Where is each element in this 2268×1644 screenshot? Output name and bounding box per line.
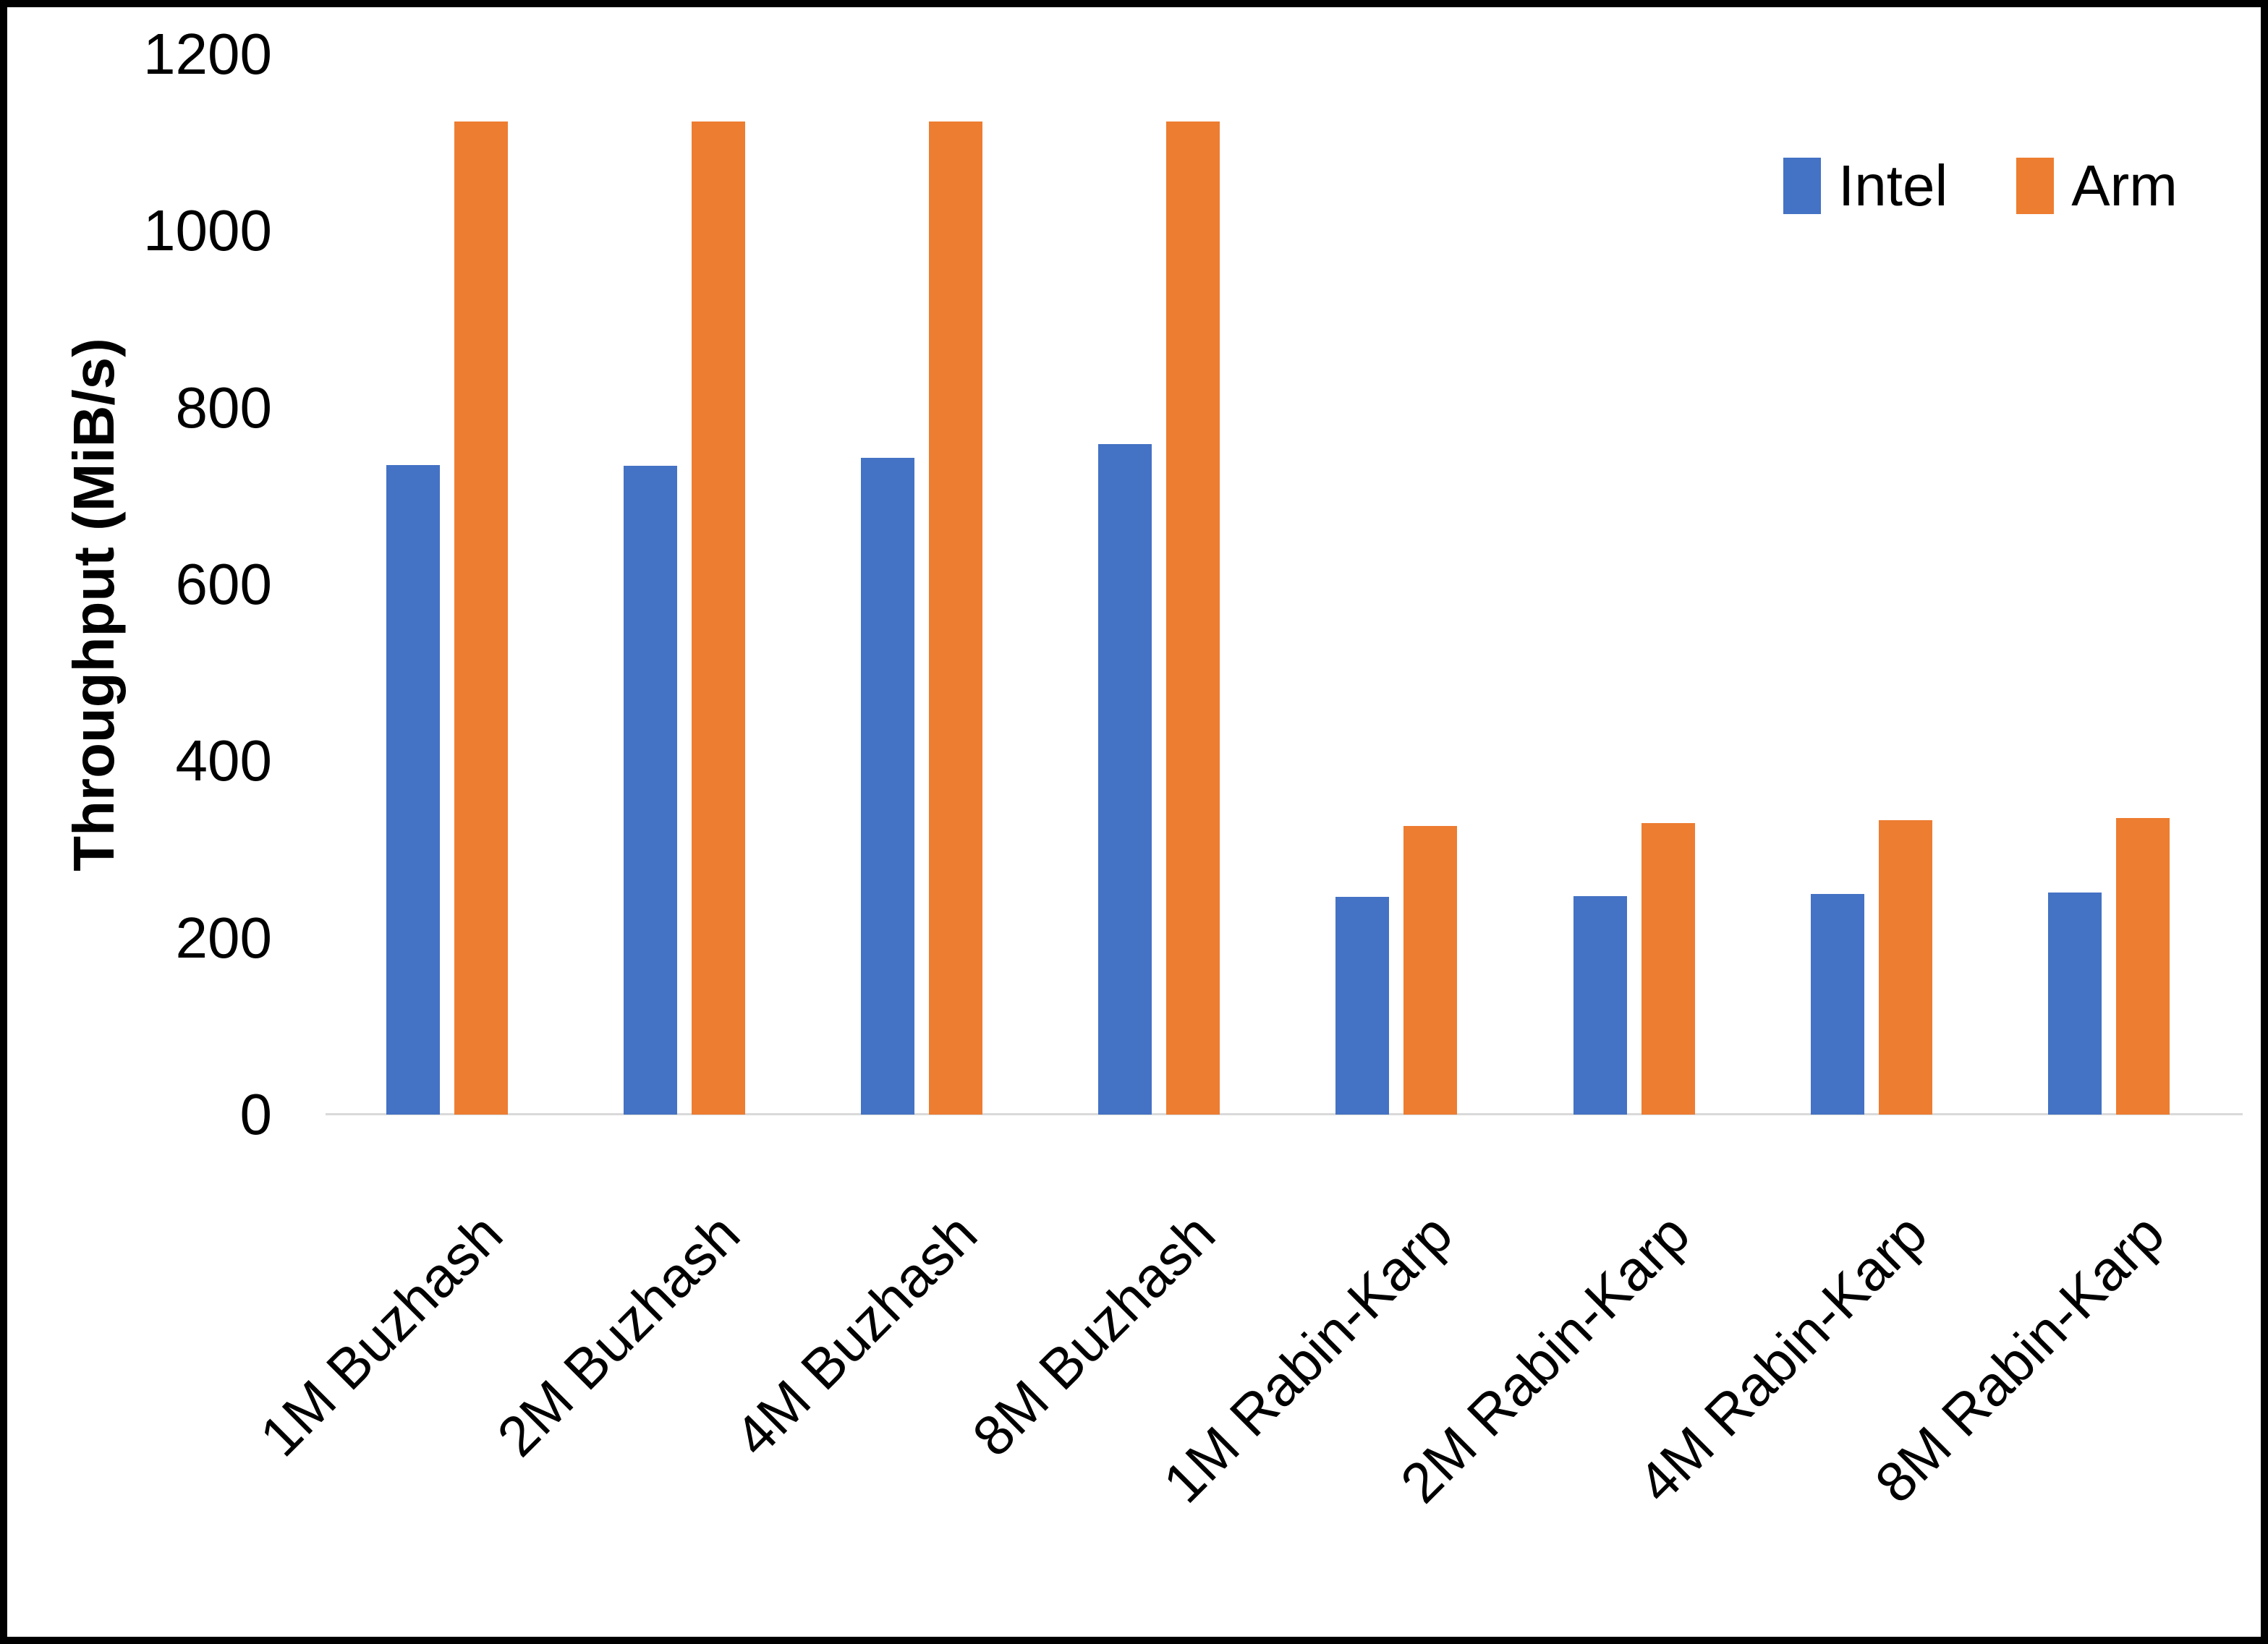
bar-arm-2m-buzhash	[691, 121, 745, 1115]
bar-arm-4m-rabin-karp	[1878, 820, 1932, 1115]
bar-arm-8m-rabin-karp	[2115, 817, 2170, 1115]
bar-intel-4m-buzhash	[860, 458, 914, 1115]
bar-intel-4m-rabin-karp	[1810, 893, 1864, 1115]
bar-arm-1m-buzhash	[454, 121, 508, 1115]
legend-swatch-intel	[1783, 158, 1821, 214]
legend-label-intel: Intel	[1838, 153, 1948, 218]
bar-intel-1m-buzhash	[386, 465, 440, 1115]
y-tick-label-1000: 1000	[143, 198, 272, 263]
chart-canvas: Throughput (MiB/s) 0 200 400 600 800 1000 1200…	[7, 7, 2261, 1637]
x-category-label-1m-buzhash: 1M Buzhash	[247, 1201, 515, 1469]
legend-item-intel: Intel	[1783, 156, 1948, 216]
plot-area	[7, 7, 2261, 1115]
y-tick-label-800: 800	[175, 375, 272, 440]
x-category-label-8m-buzhash: 8M Buzhash	[959, 1201, 1227, 1469]
legend-label-arm: Arm	[2071, 153, 2178, 218]
bar-intel-2m-buzhash	[623, 466, 677, 1115]
bar-arm-2m-rabin-karp	[1641, 822, 1695, 1115]
x-category-label-4m-buzhash: 4M Buzhash	[722, 1201, 990, 1469]
bar-intel-8m-buzhash	[1098, 443, 1152, 1115]
bar-intel-2m-rabin-karp	[1573, 896, 1627, 1115]
y-tick-label-1200: 1200	[143, 22, 272, 86]
y-tick-label-0: 0	[239, 1082, 273, 1146]
bar-arm-4m-buzhash	[928, 121, 982, 1115]
bar-arm-1m-rabin-karp	[1403, 825, 1458, 1115]
x-axis-line	[326, 1113, 2243, 1115]
legend-swatch-arm	[2016, 158, 2055, 214]
bar-intel-8m-rabin-karp	[2047, 893, 2102, 1115]
y-tick-label-600: 600	[175, 552, 272, 616]
bar-intel-1m-rabin-karp	[1335, 897, 1390, 1115]
y-tick-label-400: 400	[175, 728, 272, 793]
legend: Intel Arm	[1783, 156, 2178, 216]
legend-item-arm: Arm	[2016, 156, 2178, 216]
bar-arm-8m-buzhash	[1166, 121, 1220, 1115]
y-tick-label-200: 200	[175, 905, 272, 970]
x-category-label-2m-buzhash: 2M Buzhash	[485, 1201, 752, 1469]
